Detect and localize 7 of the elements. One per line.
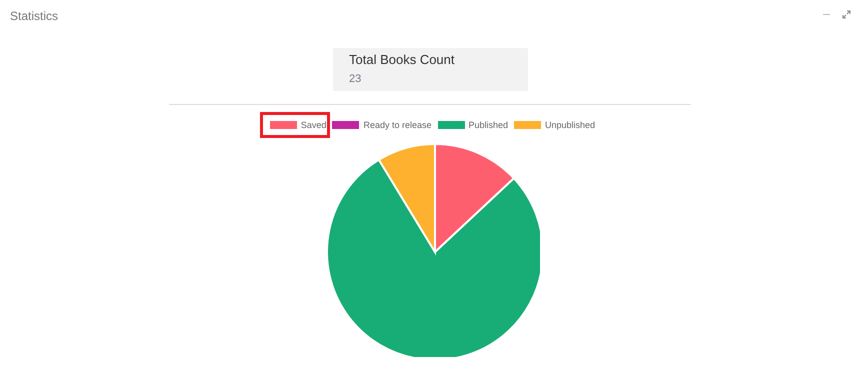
text: 23 [349,73,362,85]
legend-label: Unpublished [545,120,596,130]
legend-label: Ready to release [363,120,432,130]
legend-label: Published [468,120,508,130]
text: Total Books Count [349,52,455,67]
text: Statistics [10,9,58,23]
legend-label: Saved [300,120,326,130]
